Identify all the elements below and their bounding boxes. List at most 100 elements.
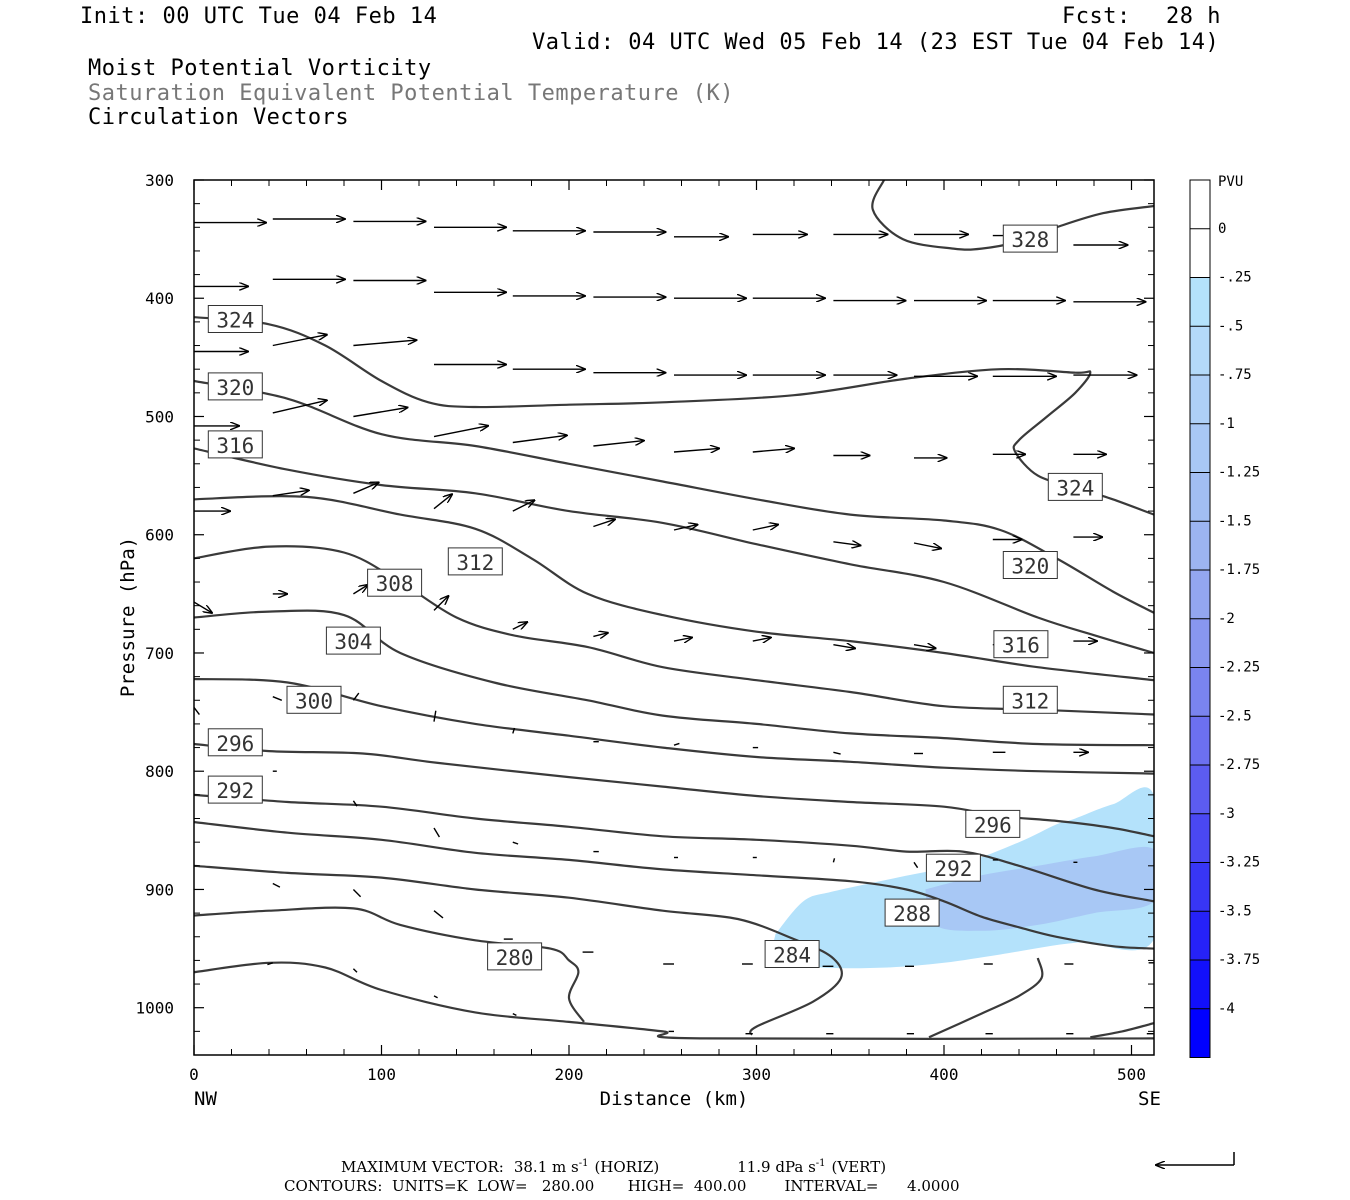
colorbar-swatch-9 (1190, 618, 1210, 668)
y-tick-label-900: 900 (145, 880, 174, 899)
colorbar-swatch-11 (1190, 716, 1210, 766)
vector-76 (512, 727, 516, 734)
max-vector-horiz-tag: (HORIZ) (594, 1158, 660, 1176)
x-tick-label-500: 500 (1117, 1065, 1146, 1084)
y-tick-label-300: 300 (145, 171, 174, 190)
colorbar-swatch-1 (1190, 228, 1210, 278)
colorbar-swatch-13 (1190, 813, 1210, 863)
axes: 300 400 500 600 700 800 900 1000 0 100 200 300 400 50… (135, 171, 1154, 1084)
vector-49 (272, 490, 309, 497)
vector-87 (512, 841, 519, 845)
contour-label-box (1002, 551, 1058, 579)
contour-label-box (286, 685, 342, 714)
colorbar-label-3: -.75 (1218, 367, 1252, 383)
contour-label-box (965, 809, 1021, 838)
colorbar-swatch-14 (1190, 862, 1210, 912)
colorbar-swatch-4 (1190, 375, 1210, 424)
contour-label-280-17: 280 (487, 942, 543, 971)
vector-37 (272, 400, 327, 414)
colorbar-label-10: -2.5 (1218, 708, 1252, 724)
contour-284-11 (194, 864, 843, 1036)
vector-65 (593, 633, 607, 637)
vector-80 (833, 751, 841, 755)
contour-284-12 (1090, 1022, 1154, 1039)
contour-label-328-0: 328 (1002, 224, 1058, 253)
contour-label-box (1002, 224, 1058, 253)
contour-label-text: 296 (974, 813, 1012, 837)
max-vector-vert: 11.9 dPa s (737, 1158, 816, 1176)
contour-label-box (925, 853, 981, 882)
colorbar-label-9: -2.25 (1218, 660, 1260, 676)
vector-92 (913, 861, 919, 869)
vector-91 (832, 858, 836, 863)
max-vector-vert-exponent: -1 (815, 1158, 826, 1169)
max-vector-line: MAXIMUM VECTOR: 38.1 m s-1 (HORIZ) 11.9 dPa… (341, 1158, 886, 1176)
vector-42 (673, 448, 719, 452)
colorbar-label-11: -2.75 (1218, 757, 1260, 773)
contour-label-text: 280 (496, 946, 534, 970)
vector-51 (433, 494, 452, 510)
contour-label-text: 316 (1002, 634, 1040, 658)
vector-63 (433, 596, 448, 611)
mpv-region-1 (925, 846, 1154, 931)
contour-info: CONTOURS: UNITS=K LOW= 280.00 HIGH= 400.… (284, 1177, 960, 1195)
contour-label-text: 324 (216, 309, 254, 333)
contour-292-9 (194, 793, 1154, 903)
contour-label-text: 320 (1011, 555, 1049, 579)
y-tick-label-600: 600 (145, 526, 174, 545)
vector-107 (267, 962, 274, 966)
contour-label-text: 328 (1011, 228, 1049, 252)
contour-label-box (487, 942, 543, 971)
vector-96 (352, 889, 362, 898)
max-vector-vert-tag: (VERT) (831, 1158, 887, 1176)
vector-78 (673, 742, 680, 746)
contour-label-box (207, 775, 263, 804)
y-tick-label-500: 500 (145, 407, 174, 426)
contour-label-296-12: 296 (207, 728, 263, 757)
contour-label-text: 308 (376, 572, 414, 596)
vector-73 (272, 696, 283, 701)
colorbar-swatch-5 (1190, 423, 1210, 473)
vector-39 (433, 426, 488, 438)
colorbar-label-12: -3 (1218, 806, 1235, 822)
contour-308-5 (194, 545, 1154, 716)
x-tick-label-200: 200 (555, 1065, 584, 1084)
vector-53 (593, 519, 615, 528)
vector-85 (352, 800, 358, 807)
contour-328-0 (871, 180, 1154, 251)
vector-74 (352, 692, 360, 701)
contour-label-text: 312 (1011, 689, 1049, 713)
reference-vector (1156, 1152, 1235, 1165)
contour-312-4 (194, 495, 1154, 682)
contour-label-316-9: 316 (993, 630, 1049, 659)
vector-62 (353, 585, 367, 595)
colorbar-title: PVU (1218, 174, 1243, 190)
x-tick-label-400: 400 (930, 1065, 959, 1084)
contour-label-296-14: 296 (965, 809, 1021, 838)
colorbar-swatch-10 (1190, 667, 1210, 717)
contour-label-292-13: 292 (207, 775, 263, 804)
colorbar-label-2: -.5 (1218, 318, 1243, 334)
contour-label-288-16: 288 (884, 898, 940, 927)
colorbar-swatch-3 (1190, 326, 1210, 376)
colorbar-label-6: -1.5 (1218, 513, 1252, 529)
contour-label-312-11: 312 (1002, 685, 1058, 714)
x-tick-label-300: 300 (742, 1065, 771, 1084)
colorbar-swatch-17 (1190, 1008, 1210, 1058)
contour-324-1 (194, 316, 1154, 516)
field-title-theta-es: Saturation Equivalent Potential Temperat… (88, 81, 735, 106)
x-end-label-nw: NW (194, 1088, 217, 1110)
contour-276-15 (194, 961, 1154, 1041)
x-axis-title: Distance (km) (600, 1088, 749, 1110)
contour-label-box (325, 626, 381, 655)
contour-label-box (993, 630, 1049, 659)
contour-label-300-10: 300 (286, 685, 342, 714)
colorbar-label-14: -3.5 (1218, 903, 1252, 919)
contour-label-box (207, 728, 263, 757)
vector-25 (272, 335, 327, 347)
colorbar-swatch-7 (1190, 521, 1210, 571)
vector-68 (833, 645, 855, 649)
contour-label-box (1002, 685, 1058, 714)
colorbar-label-1: -.25 (1218, 270, 1252, 286)
contour-label-284-18: 284 (764, 940, 820, 968)
